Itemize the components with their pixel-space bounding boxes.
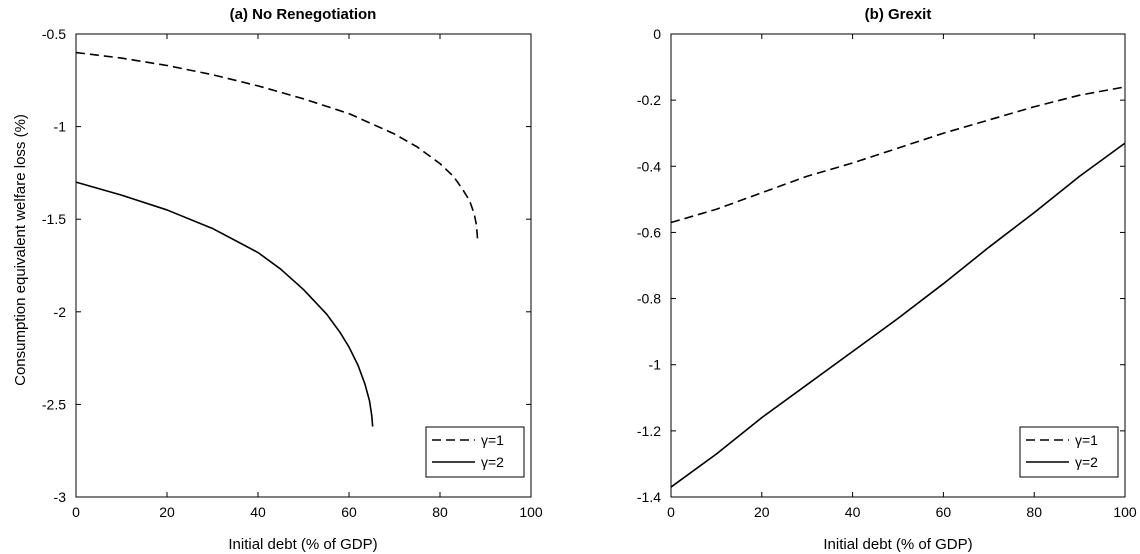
x-tick-label: 80 [432, 504, 448, 520]
y-axis-label: Consumption equivalent welfare loss (%) [12, 114, 29, 386]
y-tick-label: -0.5 [42, 26, 66, 42]
y-tick-label: -1.4 [637, 489, 661, 505]
series-line-gamma1 [75, 51, 479, 242]
x-axis-label: Initial debt (% of GDP) [228, 536, 377, 553]
legend-label-gamma1: γ=1 [1075, 432, 1098, 448]
y-tick-label: -0.8 [637, 291, 661, 307]
y-tick-label: -3 [54, 489, 67, 505]
x-axis-label: Initial debt (% of GDP) [823, 536, 972, 553]
plot-frame [75, 33, 532, 498]
series-lines [670, 86, 1126, 488]
y-tick-label: -2.5 [42, 396, 66, 412]
series-line-gamma2 [75, 181, 374, 427]
x-tick-label: 40 [845, 504, 861, 520]
series-line-gamma1 [670, 86, 1126, 224]
y-tick-label: -0.2 [637, 92, 661, 108]
x-tick-label: 40 [250, 504, 266, 520]
x-tick-label: 20 [754, 504, 770, 520]
panel-no-renegotiation: (a) No Renegotiation Consumption equival… [12, 6, 543, 553]
ticks: 0 20 40 60 80 100 -1.4 -1.2 -1 -0.8 -0.6 -0.4 -0.2 0 [637, 26, 1137, 520]
y-tick-label: -0.4 [637, 158, 661, 174]
x-tick-label: 80 [1026, 504, 1042, 520]
chart-title: (b) Grexit [865, 6, 932, 23]
legend-box [425, 426, 525, 478]
x-tick-label: 100 [1113, 504, 1137, 520]
chart-title: (a) No Renegotiation [230, 6, 377, 23]
x-tick-label: 100 [519, 504, 543, 520]
legend: γ=1 γ=2 [425, 426, 525, 478]
legend-label-gamma1: γ=1 [481, 432, 504, 448]
y-tick-label: -2 [54, 304, 67, 320]
y-tick-label: -1 [54, 119, 67, 135]
legend-box [1019, 426, 1119, 478]
y-tick-label: 0 [653, 26, 661, 42]
y-tick-label: -1.5 [42, 211, 66, 227]
series-lines [75, 51, 479, 427]
x-tick-label: 0 [72, 504, 80, 520]
y-tick-label: -0.6 [637, 224, 661, 240]
y-tick-label: -1 [649, 357, 662, 373]
legend-label-gamma2: γ=2 [481, 454, 504, 470]
x-tick-label: 20 [159, 504, 175, 520]
y-tick-label: -1.2 [637, 423, 661, 439]
plot-frame [670, 33, 1126, 498]
panel-grexit: (b) Grexit Initial debt (% of GDP) 0 20 40… [637, 6, 1137, 553]
legend-label-gamma2: γ=2 [1075, 454, 1098, 470]
ticks: 0 20 40 60 80 100 -3 -2.5 -2 -1.5 -1 -0.5 [42, 26, 543, 520]
x-tick-label: 60 [936, 504, 952, 520]
series-line-gamma2 [670, 142, 1126, 488]
x-tick-label: 0 [667, 504, 675, 520]
x-tick-label: 60 [341, 504, 357, 520]
legend: γ=1 γ=2 [1019, 426, 1119, 478]
